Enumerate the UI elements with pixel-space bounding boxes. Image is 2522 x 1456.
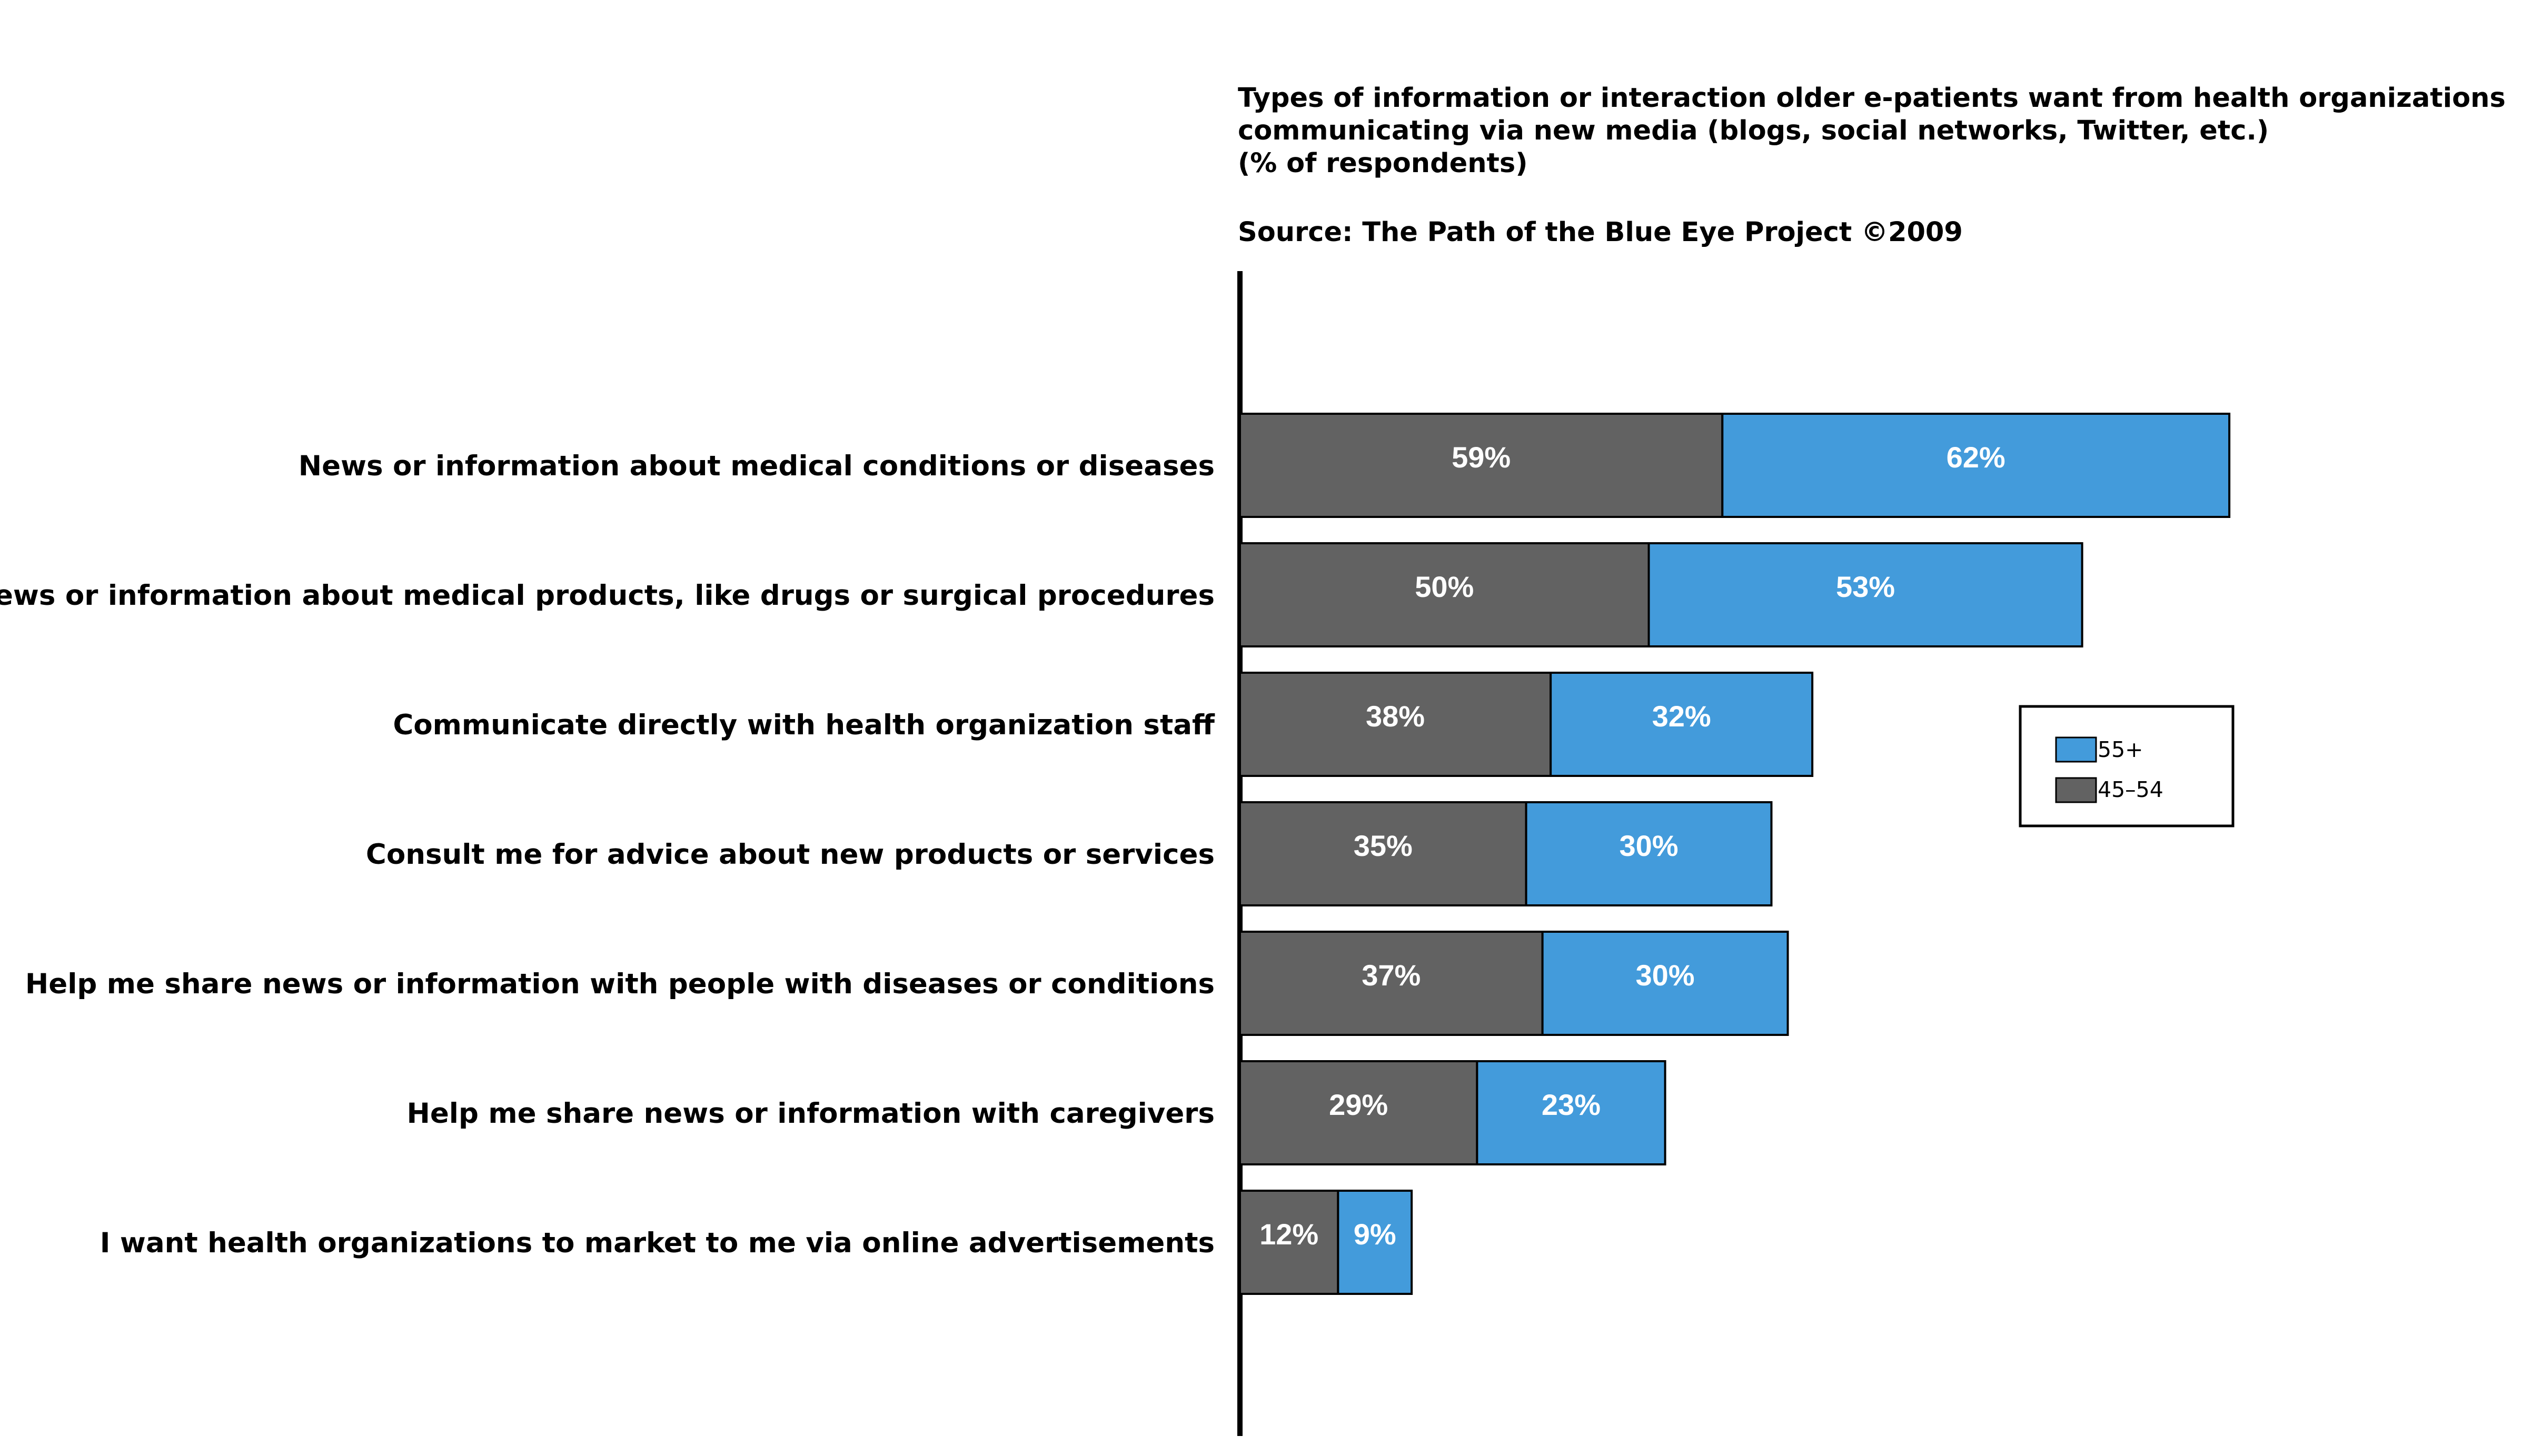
bar-55-plus	[1337, 1190, 1413, 1295]
data-label: 32%	[1652, 700, 1711, 733]
chart-source: Source: The Path of the Blue Eye Project…	[1238, 217, 1963, 248]
bar-55-plus	[1721, 413, 2231, 518]
bars-group: 59% 62% 50% 53% 38% 32% 35% 30% 37% 30% 29% 23% 12% 9…	[1239, 413, 2231, 1295]
bar-55-plus	[1525, 801, 1773, 906]
bar-45-54	[1239, 1190, 1339, 1295]
data-label: 35%	[1354, 829, 1413, 862]
bar-45-54	[1239, 931, 1544, 1036]
category-label: I want health organizations to market to…	[100, 1227, 1215, 1259]
data-label: 9%	[1354, 1218, 1396, 1251]
legend-label-45-54: 45–54	[2098, 777, 2163, 802]
data-label: 30%	[1636, 959, 1695, 992]
data-label: 53%	[1836, 570, 1895, 603]
data-label: 59%	[1452, 441, 1511, 474]
data-label: 38%	[1366, 700, 1425, 733]
data-label: 50%	[1415, 570, 1474, 603]
bar-45-54	[1239, 1060, 1478, 1165]
data-label: 30%	[1619, 829, 1678, 862]
bar-55-plus	[1550, 672, 1814, 777]
data-label: 29%	[1329, 1088, 1388, 1121]
legend-swatch-45-54	[2055, 777, 2097, 803]
bar-55-plus	[1647, 542, 2083, 647]
category-label: News or information about medical condit…	[299, 450, 1215, 482]
chart-title-line-1: Types of information or interaction olde…	[1238, 83, 2506, 114]
category-label: Help me share news or information with c…	[407, 1098, 1215, 1130]
data-label: 37%	[1362, 959, 1421, 992]
bar-55-plus	[1541, 931, 1789, 1036]
category-label: Consult me for advice about new products…	[366, 839, 1215, 871]
category-label: Help me share news or information with p…	[25, 968, 1215, 1000]
bar-55-plus	[1476, 1060, 1666, 1165]
legend-swatch-55-plus	[2055, 736, 2097, 763]
data-label: 23%	[1542, 1088, 1601, 1121]
data-label: 62%	[1947, 441, 2005, 474]
bar-45-54	[1239, 542, 1650, 647]
legend-label-55-plus: 55+	[2098, 737, 2143, 762]
data-label: 12%	[1259, 1218, 1318, 1251]
legend: 55+ 45–54	[2019, 705, 2235, 827]
bar-45-54	[1239, 413, 1724, 518]
chart-title-line-3: (% of respondents)	[1238, 148, 1528, 179]
legend-box	[2019, 705, 2235, 827]
category-labels: News or information about medical condit…	[0, 450, 1215, 1259]
category-label: Communicate directly with health organiz…	[393, 709, 1215, 741]
chart-title-line-2: communicating via new media (blogs, soci…	[1238, 115, 2269, 146]
category-label: News or information about medical produc…	[0, 580, 1215, 612]
chart-title: Types of information or interaction olde…	[1238, 83, 2506, 248]
